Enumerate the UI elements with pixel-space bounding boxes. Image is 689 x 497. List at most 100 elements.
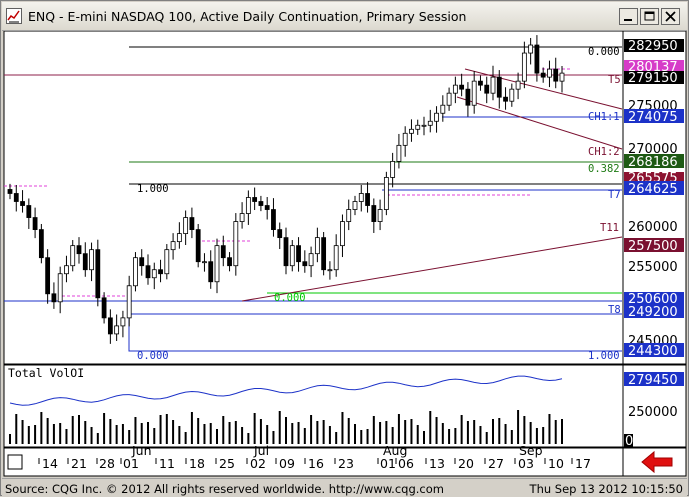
candle-body <box>45 257 51 295</box>
date-label: 01 <box>123 456 139 471</box>
volume-bar <box>178 426 181 444</box>
volume-bar <box>272 431 275 444</box>
volume-bar <box>134 417 137 444</box>
volume-bar <box>128 430 131 444</box>
volume-bar <box>46 418 49 444</box>
date-label: 06 <box>398 456 414 471</box>
candle-body <box>189 217 195 230</box>
date-label: 14 <box>42 456 58 471</box>
candle-body <box>314 237 320 255</box>
candle-body <box>308 253 314 267</box>
price-tag-bg <box>624 238 684 252</box>
chart-area[interactable]: 0.000 T5 CH1:1 CH1:2 0.382 1.000 T7 T11 … <box>2 31 687 477</box>
price-tag-bg <box>624 292 684 305</box>
volume-bar <box>404 420 407 444</box>
volume-bar <box>209 423 212 444</box>
candle-body <box>346 209 352 222</box>
close-button[interactable] <box>661 8 680 25</box>
volume-bar <box>391 427 394 444</box>
volume-bar <box>140 423 143 444</box>
price-tag-bg <box>624 60 684 73</box>
volume-bar <box>34 425 37 444</box>
candle-body <box>214 245 220 283</box>
minimize-button[interactable] <box>619 8 638 25</box>
price-tag-text: 249200 <box>628 305 678 320</box>
candle-body <box>51 293 57 303</box>
month-label: Jun <box>131 443 152 458</box>
price-tag-bg <box>624 343 684 357</box>
candle-body <box>515 80 521 90</box>
y-tick-label: 270000 <box>628 142 678 157</box>
month-label: Jul <box>253 443 269 458</box>
candle-body <box>440 104 446 114</box>
price-tag: 274075 <box>624 109 684 125</box>
volume-bar <box>285 417 287 444</box>
candle-body <box>245 197 251 214</box>
candle-body <box>20 201 25 206</box>
volume-bar <box>241 427 244 444</box>
price-tag: 250600 <box>624 292 684 307</box>
price-tag: 264625 <box>624 181 684 197</box>
date-axis-labels: 14 21 28 01 11 18 25 02 09 16 23 01 06 1… <box>42 443 591 471</box>
volume-bar <box>15 414 18 444</box>
candle-body <box>82 253 88 271</box>
candle-body <box>521 52 527 82</box>
candlestick-series <box>7 35 565 344</box>
volume-tag-text: 0 <box>625 434 633 449</box>
volume-bar <box>416 425 419 444</box>
candle-body <box>547 68 552 78</box>
volume-bar <box>397 414 400 444</box>
date-label: 01 <box>380 456 396 471</box>
volume-bar <box>259 419 262 444</box>
volume-bar <box>328 426 331 444</box>
candle-body <box>70 245 76 267</box>
maximize-button[interactable] <box>640 8 659 25</box>
green-fib-label: 0.000 <box>274 292 306 304</box>
volume-bar <box>297 422 300 444</box>
volume-bar <box>278 411 281 444</box>
volume-bar <box>115 425 118 444</box>
date-label: 23 <box>338 456 354 471</box>
candle-body <box>89 249 94 271</box>
candle-body <box>176 233 182 243</box>
candle-body <box>465 88 471 106</box>
volume-bar <box>460 415 463 444</box>
date-label: 21 <box>71 456 87 471</box>
volume-bar <box>153 428 156 444</box>
price-tag-text: 257500 <box>628 239 678 254</box>
candle-body <box>421 124 427 127</box>
volume-panel[interactable] <box>3 364 624 448</box>
volume-bar <box>253 413 256 444</box>
candle-body <box>120 317 126 327</box>
candle-body <box>358 193 364 202</box>
date-label: 25 <box>219 456 235 471</box>
candle-body <box>26 205 32 218</box>
date-axis-scroll-thumb[interactable] <box>7 454 23 470</box>
red-arrow-left-icon[interactable] <box>641 450 673 474</box>
volume-tag-bg <box>624 372 684 386</box>
volume-bar <box>184 432 187 444</box>
volume-bar <box>78 415 80 444</box>
volume-bar <box>498 418 501 444</box>
price-tag-text: 279150 <box>628 71 678 86</box>
date-label: 09 <box>279 456 295 471</box>
volume-bar <box>448 429 451 444</box>
t11-trendline <box>241 236 623 302</box>
candle-body <box>490 76 496 94</box>
volume-bar <box>523 416 526 444</box>
date-label: 18 <box>189 456 205 471</box>
volume-bar <box>71 416 74 444</box>
volume-bar <box>96 433 99 444</box>
candle-body <box>183 217 189 235</box>
volume-bar <box>517 410 520 444</box>
candle-body <box>277 229 283 239</box>
volume-tag: 279450 <box>624 372 684 388</box>
scroll-left-arrow-button[interactable] <box>641 450 673 474</box>
title-bar[interactable]: ENQ - E-mini NASDAQ 100, Active Daily Co… <box>2 2 687 31</box>
t5-label: T5 <box>608 74 621 86</box>
volume-bar <box>303 428 306 444</box>
fib-ext-1-label: 1.000 <box>588 350 620 362</box>
candle-body <box>126 285 132 319</box>
candle-body <box>208 261 214 283</box>
